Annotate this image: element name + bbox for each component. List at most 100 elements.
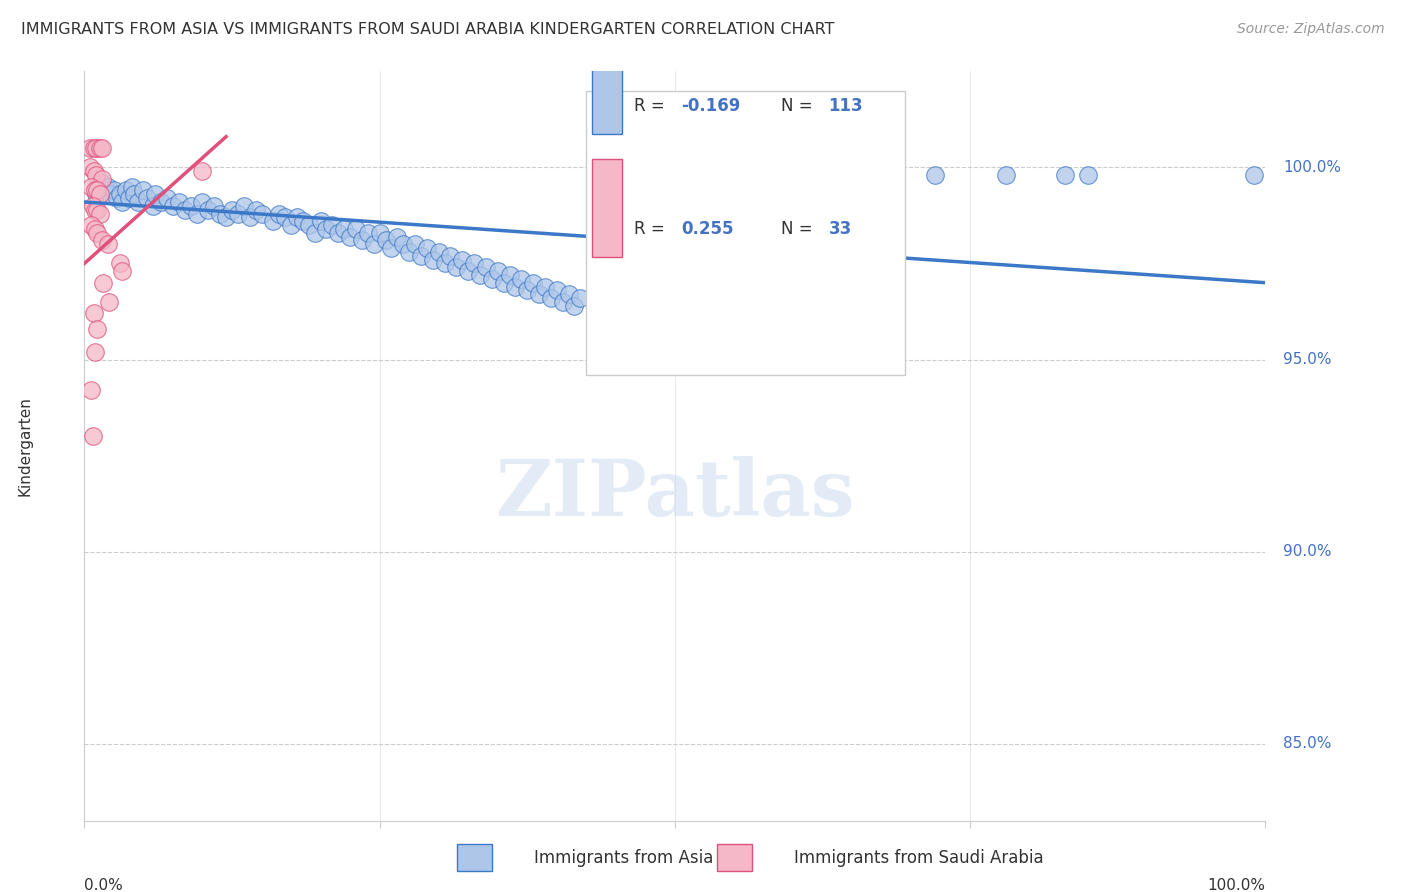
Point [387,229,409,244]
Point [357,226,380,240]
Point [97,179,120,194]
Point [344,222,367,236]
Point [427,244,450,259]
Point [156,191,179,205]
Point [841,168,863,182]
Text: 95.0%: 95.0% [1284,352,1331,367]
Point [457,264,479,278]
Point [451,252,474,267]
Point [91,172,114,186]
Point [510,272,533,286]
Point [398,244,420,259]
Point [468,268,491,282]
Point [91,276,114,290]
Point [197,202,219,217]
Point [80,218,103,232]
Point [350,234,373,248]
Point [136,191,159,205]
Point [127,194,149,209]
Text: Kindergarten: Kindergarten [18,396,32,496]
Text: ZIPatlas: ZIPatlas [495,456,855,532]
Point [83,306,105,320]
Point [114,184,136,198]
Point [98,294,121,309]
Point [215,211,238,225]
Point [202,199,225,213]
Text: 90.0%: 90.0% [1284,544,1331,559]
Text: R =: R = [634,97,669,115]
Point [111,264,134,278]
Point [191,164,214,178]
Point [404,237,426,252]
Point [409,249,432,263]
Point [328,226,350,240]
Bar [592,36,621,135]
Point [121,179,143,194]
Point [180,199,202,213]
Point [605,314,627,328]
Point [439,249,461,263]
Point [82,429,104,443]
Point [446,260,468,275]
Bar [592,159,621,257]
Point [226,206,249,220]
Point [91,176,114,190]
Point [118,191,141,205]
Point [876,168,898,182]
Point [107,191,129,205]
Text: Source: ZipAtlas.com: Source: ZipAtlas.com [1237,22,1385,37]
Point [865,168,887,182]
Text: 113: 113 [828,97,863,115]
Point [84,344,107,359]
Point [675,306,697,320]
Point [111,194,134,209]
Point [433,256,456,270]
Point [1053,168,1076,182]
Point [86,322,108,336]
Point [486,264,509,278]
Point [546,284,568,298]
Point [167,194,190,209]
Point [191,194,214,209]
Point [309,214,332,228]
Point [98,187,121,202]
Text: N =: N = [782,220,818,238]
Point [498,268,520,282]
Point [610,322,633,336]
Point [122,187,145,202]
Point [534,279,557,293]
Point [84,187,107,202]
Point [91,234,114,248]
Text: Immigrants from Saudi Arabia: Immigrants from Saudi Arabia [794,849,1045,867]
Point [89,187,111,202]
Point [262,214,284,228]
Point [492,276,515,290]
Point [84,202,107,217]
Point [245,202,267,217]
Point [86,226,108,240]
Point [475,260,498,275]
Point [269,206,291,220]
Point [569,291,592,305]
Text: -0.169: -0.169 [681,97,740,115]
Point [150,194,173,209]
Point [664,314,686,328]
Point [239,211,262,225]
Point [1243,168,1265,182]
Point [84,222,107,236]
Point [274,211,297,225]
Point [551,294,574,309]
Point [522,276,544,290]
Text: 85.0%: 85.0% [1284,736,1331,751]
Point [84,141,107,155]
Point [333,222,356,236]
Point [640,329,662,343]
Point [97,237,120,252]
Point [291,214,314,228]
Point [221,202,243,217]
Point [86,184,108,198]
Point [723,337,745,351]
Point [143,187,166,202]
Point [87,179,110,194]
Text: N =: N = [782,97,818,115]
